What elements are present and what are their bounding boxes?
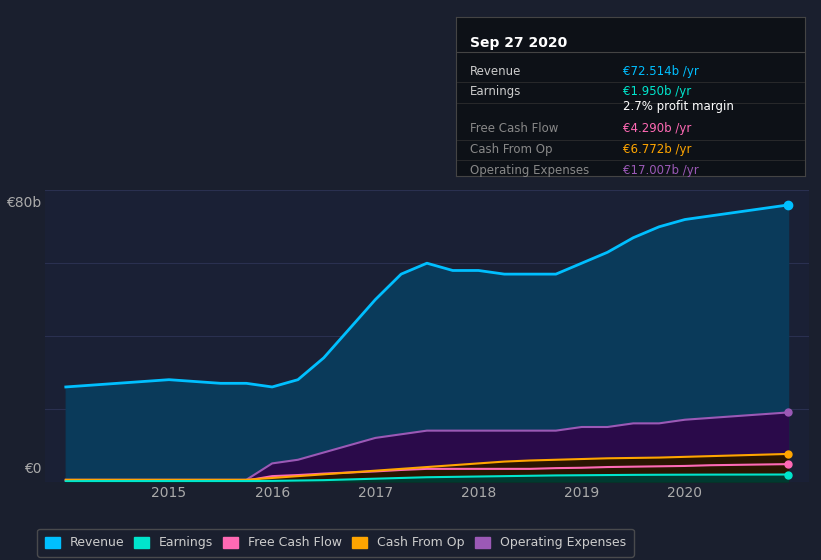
- Text: Cash From Op: Cash From Op: [470, 143, 552, 156]
- Text: Revenue: Revenue: [470, 65, 521, 78]
- Text: €1.950b /yr: €1.950b /yr: [623, 86, 691, 99]
- Text: €0: €0: [24, 462, 41, 476]
- Legend: Revenue, Earnings, Free Cash Flow, Cash From Op, Operating Expenses: Revenue, Earnings, Free Cash Flow, Cash …: [37, 529, 634, 557]
- Text: €6.772b /yr: €6.772b /yr: [623, 143, 691, 156]
- Text: Operating Expenses: Operating Expenses: [470, 164, 589, 176]
- Text: Earnings: Earnings: [470, 86, 521, 99]
- Text: Free Cash Flow: Free Cash Flow: [470, 122, 558, 135]
- Text: Sep 27 2020: Sep 27 2020: [470, 36, 566, 50]
- Text: 2.7% profit margin: 2.7% profit margin: [623, 100, 734, 113]
- Text: €17.007b /yr: €17.007b /yr: [623, 164, 699, 176]
- Text: €80b: €80b: [6, 196, 41, 210]
- Text: €72.514b /yr: €72.514b /yr: [623, 65, 699, 78]
- Text: €4.290b /yr: €4.290b /yr: [623, 122, 691, 135]
